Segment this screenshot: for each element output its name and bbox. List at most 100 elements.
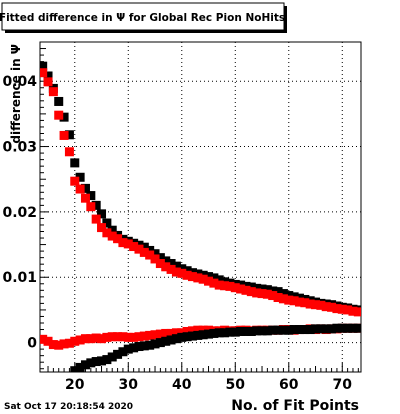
data-point xyxy=(284,295,294,305)
data-point xyxy=(134,342,144,352)
chart-title: Fitted difference in Ψ for Global Rec Pi… xyxy=(0,12,285,24)
data-point xyxy=(150,254,160,264)
data-point xyxy=(348,306,358,316)
data-point xyxy=(139,242,149,252)
data-point xyxy=(54,340,64,350)
y-tick-label: 0.03 xyxy=(2,140,37,156)
data-point xyxy=(182,326,192,336)
data-point xyxy=(166,264,176,274)
data-point xyxy=(204,276,214,286)
data-point xyxy=(70,366,80,372)
data-point xyxy=(118,347,128,357)
data-point xyxy=(145,330,155,340)
y-tick-labels: 0 0.01 0.02 0.03 0.04 xyxy=(2,74,37,351)
y-axis-label: difference in Ψ xyxy=(9,44,23,144)
data-point xyxy=(177,328,187,338)
data-point xyxy=(107,225,117,235)
data-point xyxy=(171,261,181,271)
data-point xyxy=(150,339,160,349)
data-point xyxy=(59,339,69,349)
data-point xyxy=(97,223,107,233)
data-point xyxy=(102,228,112,238)
data-point xyxy=(171,334,181,344)
data-point xyxy=(161,256,171,266)
data-point xyxy=(337,304,347,314)
data-point xyxy=(48,87,58,97)
data-point xyxy=(246,282,256,292)
plot-frame xyxy=(39,41,362,373)
data-point xyxy=(268,291,278,301)
data-point xyxy=(80,183,90,193)
data-point xyxy=(70,158,80,168)
data-point xyxy=(177,264,187,274)
data-point xyxy=(80,334,90,344)
data-point xyxy=(40,61,48,71)
data-point xyxy=(348,323,358,333)
data-point xyxy=(214,275,224,285)
data-point xyxy=(75,362,85,372)
data-point xyxy=(91,200,101,210)
data-point xyxy=(129,242,139,252)
data-point xyxy=(139,247,149,257)
data-point xyxy=(316,324,326,334)
data-point xyxy=(118,332,128,342)
data-point xyxy=(182,332,192,342)
data-point xyxy=(321,324,331,334)
data-point xyxy=(353,323,361,333)
data-point xyxy=(123,344,133,354)
data-point xyxy=(80,193,90,203)
data-point xyxy=(273,287,283,297)
data-point xyxy=(113,332,123,342)
data-point xyxy=(230,283,240,293)
data-point xyxy=(107,352,117,362)
data-point xyxy=(311,324,321,334)
data-point xyxy=(236,284,246,294)
data-point xyxy=(171,328,181,338)
data-point xyxy=(289,325,299,335)
data-point xyxy=(64,130,74,140)
data-point xyxy=(343,305,353,315)
data-point xyxy=(97,334,107,344)
data-point xyxy=(113,234,123,244)
data-point xyxy=(54,96,64,106)
data-point xyxy=(289,296,299,306)
data-point xyxy=(193,330,203,340)
series-4 xyxy=(70,323,361,372)
data-point xyxy=(59,112,69,122)
data-point xyxy=(252,326,262,336)
x-tick-label: 30 xyxy=(119,377,139,393)
data-point xyxy=(86,358,96,368)
timestamp: Sat Oct 17 20:18:54 2020 xyxy=(4,402,133,412)
data-point xyxy=(177,268,187,278)
data-point xyxy=(198,330,208,340)
data-point xyxy=(268,325,278,335)
data-point xyxy=(187,272,197,282)
data-point xyxy=(230,327,240,337)
data-point xyxy=(75,335,85,345)
axis-ticks xyxy=(40,48,359,372)
data-point xyxy=(187,326,197,336)
x-tick-label: 40 xyxy=(172,377,192,393)
data-point xyxy=(155,259,165,269)
data-point xyxy=(43,71,53,81)
data-point xyxy=(327,324,337,334)
data-point xyxy=(257,326,267,336)
data-point xyxy=(236,326,246,336)
data-point xyxy=(300,325,310,335)
data-point xyxy=(337,323,347,333)
data-point xyxy=(139,341,149,351)
data-point xyxy=(246,326,256,336)
data-point xyxy=(198,274,208,284)
data-point xyxy=(193,325,203,335)
data-point xyxy=(198,325,208,335)
data-point xyxy=(294,297,304,307)
data-point xyxy=(123,332,133,342)
data-point xyxy=(54,110,64,120)
data-point xyxy=(316,300,326,310)
data-point xyxy=(187,331,197,341)
series-2 xyxy=(40,68,361,317)
data-point xyxy=(214,280,224,290)
data-point xyxy=(262,326,272,336)
data-point xyxy=(97,356,107,366)
y-tick-label: 0.01 xyxy=(2,270,37,286)
